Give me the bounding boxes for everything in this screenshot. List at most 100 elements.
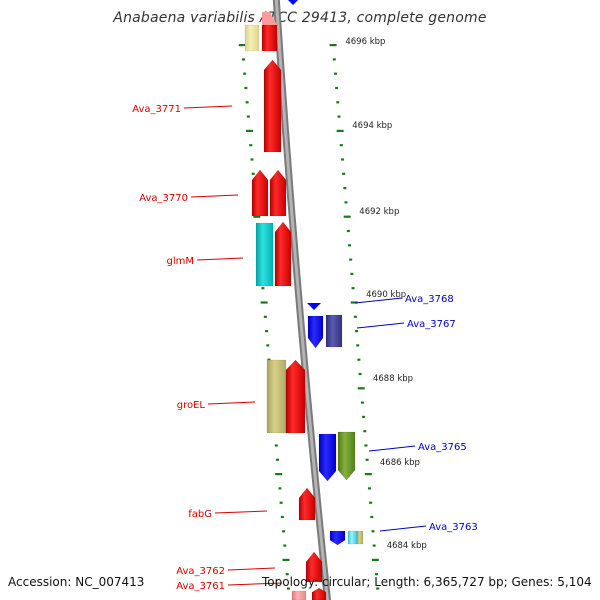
gene-Ava_3770-b bbox=[269, 169, 287, 217]
ruler-tick bbox=[337, 115, 341, 118]
gene-fabG bbox=[298, 487, 316, 521]
ruler-tick bbox=[251, 172, 255, 175]
gene-Ava_3763-a bbox=[329, 530, 346, 546]
ruler-tick bbox=[365, 458, 369, 461]
ruler-tick bbox=[355, 330, 359, 333]
leader-line-Ava_3767 bbox=[356, 322, 405, 329]
ruler-label: 4690 kbp bbox=[366, 290, 406, 300]
ruler-tick bbox=[333, 72, 337, 75]
ruler-tick bbox=[283, 544, 287, 547]
ruler-tick bbox=[356, 344, 360, 347]
gene-label-Ava_3763: Ava_3763 bbox=[429, 522, 478, 533]
ruler-tick bbox=[244, 86, 248, 90]
gene-label-Ava_3765: Ava_3765 bbox=[418, 442, 467, 453]
ruler-tick bbox=[343, 187, 347, 190]
ruler-tick bbox=[241, 58, 245, 61]
leader-line-fabG bbox=[214, 510, 268, 514]
gene-Ava_3761-a bbox=[291, 590, 307, 600]
gene-groEL-a bbox=[266, 359, 287, 434]
ruler-tick bbox=[357, 358, 361, 361]
leader-line-glmM bbox=[196, 257, 244, 261]
ruler-tick bbox=[279, 501, 283, 504]
gene-features bbox=[244, 12, 364, 600]
gene-label-Ava_3761: Ava_3761 bbox=[176, 581, 225, 592]
ruler-tick bbox=[336, 101, 340, 104]
leader-line-Ava_3762 bbox=[227, 567, 276, 571]
ruler-tick bbox=[336, 129, 344, 132]
ruler-tick bbox=[358, 372, 362, 376]
genome-title: Anabaena variabilis ATCC 29413, complete… bbox=[113, 10, 487, 26]
backbone-line bbox=[274, 0, 329, 600]
ruler-tick bbox=[278, 487, 282, 490]
ruler-tick bbox=[275, 473, 283, 476]
ruler-label: 4694 kbp bbox=[352, 121, 392, 131]
ruler-tick bbox=[282, 530, 286, 533]
gene-partial-top bbox=[244, 24, 260, 52]
ruler-tick bbox=[351, 287, 355, 290]
ruler-tick bbox=[332, 58, 336, 61]
ruler-tick bbox=[342, 172, 346, 175]
leader-line-Ava_3765 bbox=[368, 445, 416, 452]
ruler-tick bbox=[348, 244, 352, 247]
gene-label-Ava_3762: Ava_3762 bbox=[176, 566, 225, 577]
ruler-tick bbox=[245, 101, 249, 104]
ruler-label: 4688 kbp bbox=[373, 374, 413, 384]
ruler-tick bbox=[376, 587, 380, 590]
ruler-tick bbox=[267, 358, 271, 361]
ruler-tick bbox=[275, 458, 279, 461]
ruler-tick bbox=[250, 158, 254, 161]
genome-backbone bbox=[272, 0, 331, 600]
ruler-tick bbox=[370, 515, 374, 519]
ruler-tick bbox=[249, 144, 253, 147]
gene-label-Ava_3768: Ava_3768 bbox=[405, 294, 454, 305]
ruler-tick bbox=[357, 387, 365, 390]
ruler-tick bbox=[246, 129, 254, 132]
gene-Ava_3770-a bbox=[251, 169, 269, 217]
gene-label-Ava_3770: Ava_3770 bbox=[139, 193, 188, 204]
gene-partial-top bbox=[262, 12, 277, 25]
ruler-tick bbox=[360, 401, 364, 404]
leader-line-Ava_3763 bbox=[379, 525, 427, 532]
ruler-tick bbox=[286, 587, 290, 590]
ruler-tick bbox=[374, 573, 378, 576]
ruler-tick bbox=[263, 315, 267, 318]
ruler-tick bbox=[371, 558, 379, 561]
gene-groEL-b bbox=[285, 359, 306, 434]
gene-glmM-b bbox=[274, 221, 292, 287]
ruler-tick bbox=[265, 330, 269, 333]
gene-labels: Ava_3771 Ava_3770 glmM groEL fabG Ava_3762 Ava… bbox=[132, 104, 478, 592]
ruler-tick bbox=[372, 544, 376, 547]
ruler-tick bbox=[364, 444, 368, 447]
strand-start-marker bbox=[288, 0, 298, 5]
ruler-tick bbox=[367, 487, 371, 490]
gene-label-leaders bbox=[183, 105, 427, 586]
gene-label-Ava_3767: Ava_3767 bbox=[407, 319, 456, 330]
ruler-tick bbox=[282, 558, 290, 561]
leader-line-Ava_3768 bbox=[354, 297, 403, 304]
ruler-tick bbox=[266, 344, 270, 347]
ruler-tick bbox=[280, 515, 284, 519]
gene-Ava_3763-b bbox=[347, 530, 358, 545]
ruler-labels: 4696 kbp 4694 kbp 4692 kbp 4690 kbp 4688 kbp… bbox=[345, 37, 426, 551]
leader-line-groEL bbox=[207, 401, 256, 405]
gene-Ava_3765-a bbox=[318, 433, 337, 482]
ruler-tick bbox=[369, 501, 373, 504]
gene-glmM-a bbox=[255, 222, 274, 287]
gene-Ava_3762 bbox=[305, 551, 323, 583]
accession-text: Accession: NC_007413 bbox=[8, 575, 145, 589]
gene-Ava_3767-a bbox=[307, 315, 324, 349]
ruler-tick bbox=[243, 72, 247, 75]
gene-label-groEL: groEL bbox=[177, 400, 206, 411]
ruler-tick bbox=[260, 301, 268, 304]
gene-Ava_3767-b bbox=[325, 314, 343, 348]
ruler-tick bbox=[246, 115, 250, 118]
ruler-tick bbox=[362, 415, 366, 418]
ruler-label: 4696 kbp bbox=[345, 37, 385, 47]
ruler-tick bbox=[371, 530, 375, 533]
ruler-tick bbox=[363, 430, 367, 433]
gene-label-fabG: fabG bbox=[188, 509, 212, 520]
ruler-tick bbox=[261, 287, 265, 290]
ruler-tick bbox=[253, 215, 261, 218]
ruler-tick bbox=[274, 444, 278, 447]
